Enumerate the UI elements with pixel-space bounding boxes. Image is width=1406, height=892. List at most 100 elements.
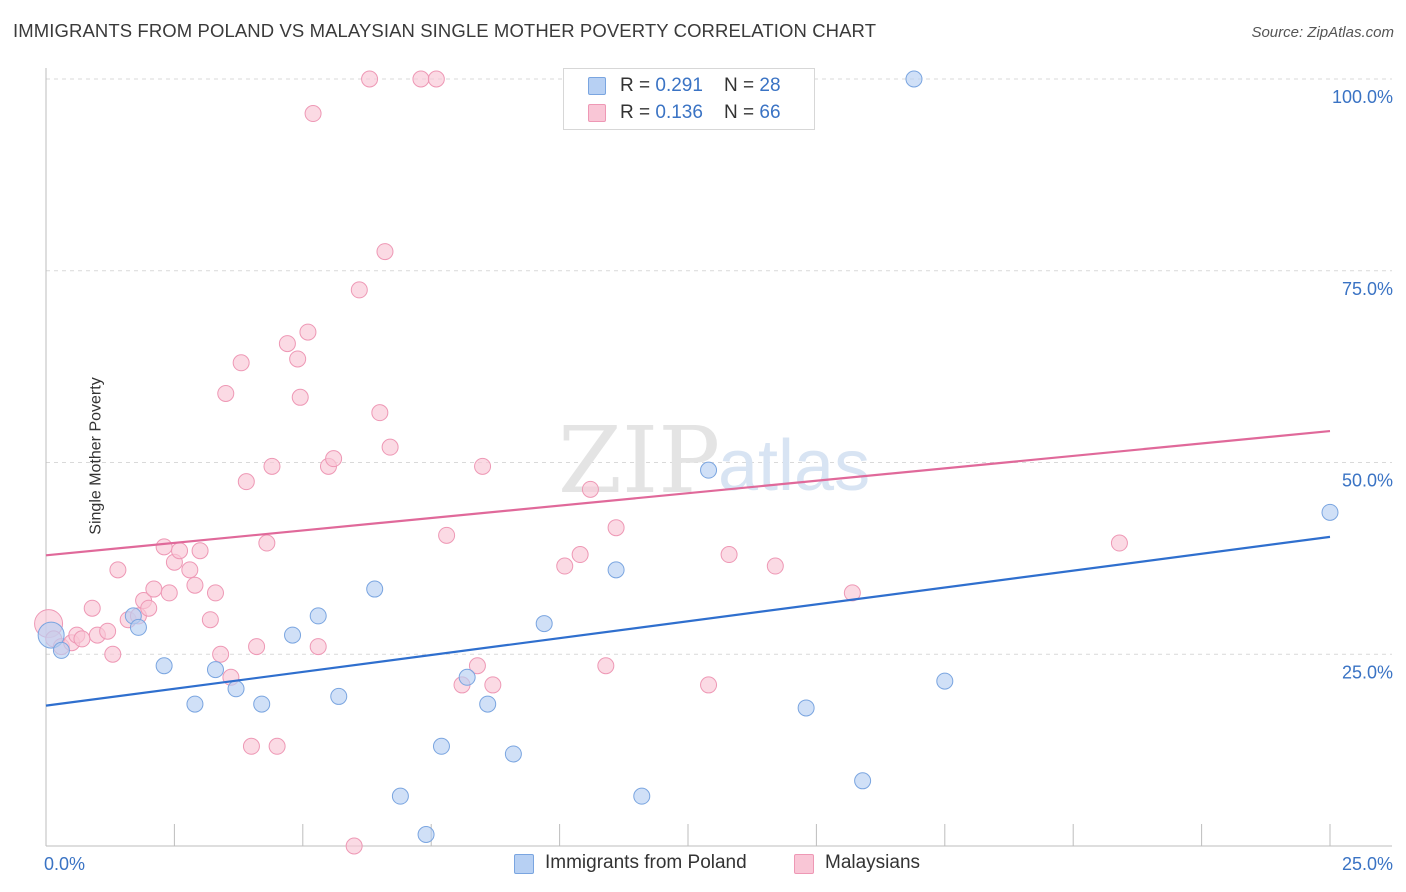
malaysians-point (201, 611, 219, 629)
poland-point (479, 695, 497, 713)
malaysians-point (438, 526, 456, 544)
malaysians-point (263, 457, 281, 475)
malaysians-point (474, 457, 492, 475)
malaysians-point (843, 584, 861, 602)
malaysians-point (140, 599, 158, 617)
poland-point (1321, 503, 1339, 521)
malaysians-point (720, 546, 738, 564)
malaysians-point (427, 70, 445, 88)
malaysians-point (381, 438, 399, 456)
malaysians-point (309, 638, 327, 656)
malaysians-point (289, 350, 307, 368)
poland-point (504, 745, 522, 763)
malaysians-point (99, 622, 117, 640)
malaysians-point (291, 388, 309, 406)
poland-point (391, 787, 409, 805)
malaysians-point (237, 473, 255, 491)
poland-point (700, 461, 718, 479)
malaysians-point (212, 645, 230, 663)
x-tick-label: 0.0% (44, 854, 85, 874)
poland-point (633, 787, 651, 805)
malaysians-point (581, 480, 599, 498)
x-tick-label: 25.0% (1342, 854, 1393, 874)
poland-point (535, 615, 553, 633)
bottom-legend-swatch-poland (514, 854, 534, 874)
malaysians-point (83, 599, 101, 617)
malaysians-point (206, 584, 224, 602)
malaysians-point (242, 737, 260, 755)
y-tick-label: 75.0% (1342, 279, 1393, 299)
poland-point (458, 668, 476, 686)
poland-point (206, 661, 224, 679)
malaysians-point (371, 404, 389, 422)
y-tick-label: 50.0% (1342, 471, 1393, 491)
legend-swatch-malaysian (588, 104, 606, 122)
malaysians-point (73, 630, 91, 648)
axes (45, 68, 1392, 847)
malaysians-trend-line (45, 429, 1331, 557)
malaysians-point (325, 450, 343, 468)
poland-point (854, 772, 872, 790)
watermark-zip: ZIP (558, 407, 720, 514)
y-tick-label: 100.0% (1332, 87, 1393, 107)
poland-trend-line (45, 535, 1331, 707)
malaysians-point (248, 638, 266, 656)
malaysians-point (258, 534, 276, 552)
tick-labels: 25.0% 50.0% 75.0% 100.0% 0.0% 25.0% (44, 87, 1393, 874)
malaysians-point (350, 281, 368, 299)
poland-point (52, 641, 70, 659)
malaysians-point (145, 580, 163, 598)
malaysians-point (597, 657, 615, 675)
legend-n-value-poland: 28 (759, 75, 781, 96)
bottom-legend-swatch-malaysian (794, 854, 814, 874)
watermark-atlas: atlas (718, 426, 870, 506)
correlation-legend: R = 0.291 N = 28 R = 0.136 N = 66 (563, 68, 815, 130)
malaysians-point (299, 323, 317, 341)
malaysians-point (217, 384, 235, 402)
legend-r-label: R = (620, 102, 656, 123)
poland-point (797, 699, 815, 717)
malaysians-point (186, 576, 204, 594)
legend-n-label: N = (724, 75, 760, 96)
malaysians-point (278, 335, 296, 353)
malaysians-point (160, 584, 178, 602)
malaysians-point (361, 70, 379, 88)
poland-point (227, 680, 245, 698)
poland-point (309, 607, 327, 625)
poland-point (366, 580, 384, 598)
malaysians-point (1110, 534, 1128, 552)
poland-point (607, 561, 625, 579)
poland-point (330, 687, 348, 705)
legend-r-value-malaysian: 0.136 (655, 102, 703, 123)
malaysians-point (191, 542, 209, 560)
malaysians-point (109, 561, 127, 579)
poland-point (37, 621, 65, 649)
poland-point (284, 626, 302, 644)
malaysians-point (345, 837, 363, 855)
malaysians-point (607, 519, 625, 537)
watermark: ZIP atlas (558, 407, 870, 514)
poland-point (936, 672, 954, 690)
poland-point (417, 825, 435, 843)
malaysians-point (104, 645, 122, 663)
malaysians-point (304, 105, 322, 123)
malaysians-point (556, 557, 574, 575)
bottom-legend-label-malaysian: Malaysians (825, 852, 921, 873)
source-label: Source: ZipAtlas.com (1251, 24, 1394, 41)
poland-point (186, 695, 204, 713)
malaysians-point (700, 676, 718, 694)
malaysians-point (155, 538, 173, 556)
malaysians-point (412, 70, 430, 88)
malaysians-point (484, 676, 502, 694)
malaysians-point (376, 243, 394, 261)
poland-point (905, 70, 923, 88)
legend-n-label: N = (724, 102, 760, 123)
malaysians-point (171, 542, 189, 560)
malaysians-point (268, 737, 286, 755)
malaysians-point (468, 657, 486, 675)
malaysians-point (181, 561, 199, 579)
y-axis-label: Single Mother Poverty (87, 377, 105, 535)
legend-n-value-malaysian: 66 (759, 102, 781, 123)
malaysians-point (232, 354, 250, 372)
